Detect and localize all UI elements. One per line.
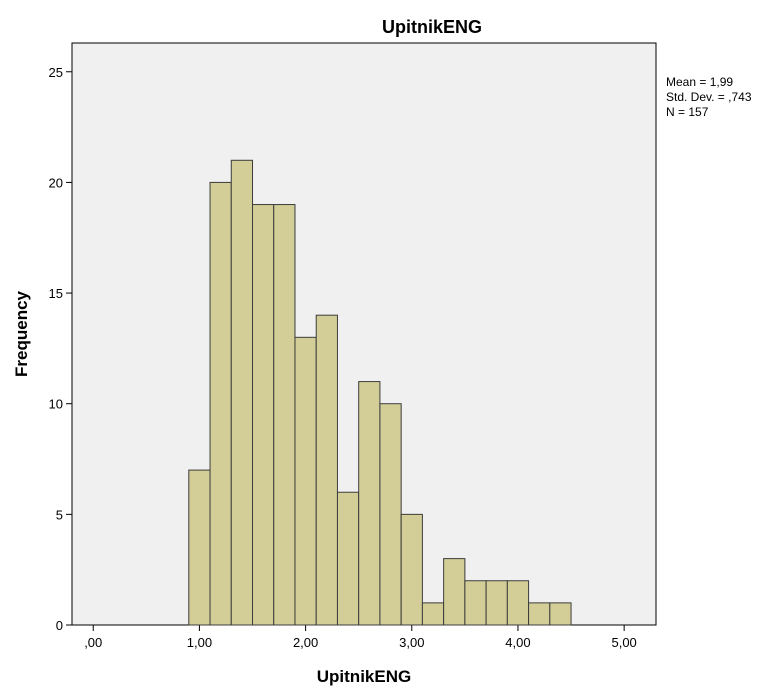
histogram-bar [421,602,445,626]
histogram-bars [188,159,572,626]
y-tick-label: 25 [49,65,63,80]
y-tick-label: 15 [49,286,63,301]
histogram-bar [400,513,423,626]
y-tick-label: 20 [49,175,63,190]
histogram-bar [379,403,402,626]
x-tick-label: 2,00 [293,635,318,650]
x-tick-label: ,00 [84,635,102,650]
histogram-bar [443,558,466,626]
histogram-bar [315,314,338,626]
x-tick-label: 1,00 [187,635,212,650]
x-axis: ,00 1,00 2,00 3,00 4,00 5,00 [84,625,637,650]
histogram-bar [273,204,296,626]
x-tick-label: 5,00 [611,635,636,650]
histogram-bar [358,381,381,626]
histogram-bar [188,469,211,626]
y-tick-label: 10 [49,397,63,412]
histogram-bar [230,159,254,626]
histogram-bar [549,602,572,626]
histogram-bar [336,491,360,626]
histogram-bar [464,580,487,626]
stats-std-dev: Std. Dev. = ,743 [666,90,752,104]
stats-mean: Mean = 1,99 [666,75,733,89]
x-axis-title: UpitnikENG [317,667,411,686]
stats-n: N = 157 [666,105,709,119]
histogram-bar [506,580,530,626]
histogram-bar [209,181,232,626]
statistics-panel: Mean = 1,99 Std. Dev. = ,743 N = 157 [666,75,752,119]
histogram-bar [252,204,275,626]
histogram-bar [294,336,317,626]
histogram-bar [528,602,551,626]
y-axis: 0 5 10 15 20 25 [49,65,72,633]
chart-title: UpitnikENG [382,17,482,37]
x-tick-label: 4,00 [505,635,530,650]
y-tick-label: 5 [56,507,63,522]
histogram-bar [485,580,508,626]
y-tick-label: 0 [56,618,63,633]
x-tick-label: 3,00 [399,635,424,650]
y-axis-title: Frequency [12,290,31,377]
